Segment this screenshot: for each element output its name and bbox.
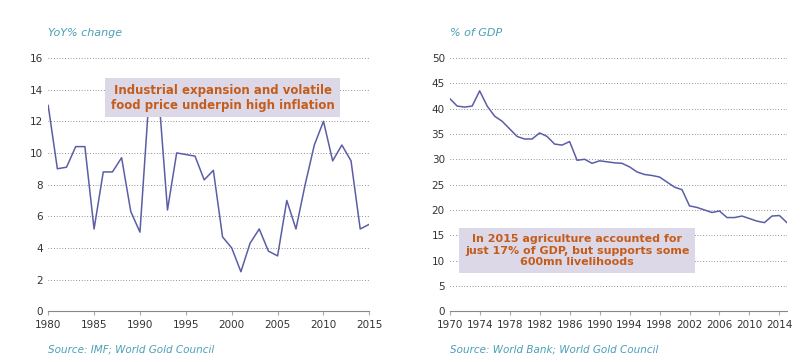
Text: YoY% change: YoY% change [48,28,122,38]
Text: Industrial expansion and volatile
food price underpin high inflation: Industrial expansion and volatile food p… [111,84,334,111]
Text: Source: World Bank; World Gold Council: Source: World Bank; World Gold Council [449,344,657,354]
Text: Source: IMF; World Gold Council: Source: IMF; World Gold Council [48,344,214,354]
Text: In 2015 agriculture accounted for
just 17% of GDP, but supports some
600mn livel: In 2015 agriculture accounted for just 1… [464,234,688,267]
Text: % of GDP: % of GDP [449,28,501,38]
